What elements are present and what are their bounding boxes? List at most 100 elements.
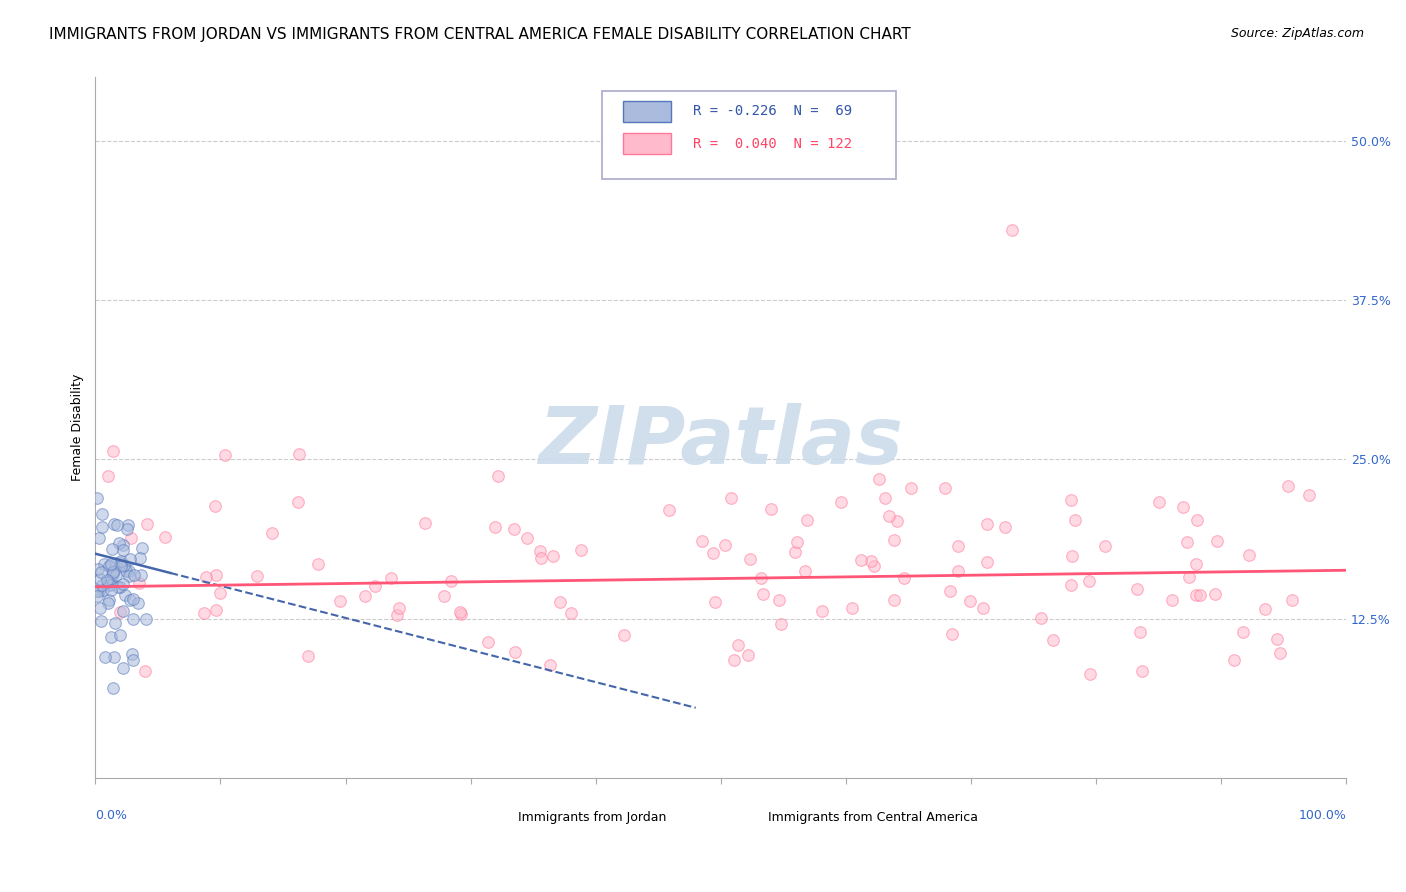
Point: [118, 569, 141, 583]
Point: [103, 565, 125, 579]
Point: [1130, 664, 1153, 678]
Point: [541, 549, 564, 563]
Point: [503, 645, 526, 659]
Point: [122, 568, 145, 582]
Point: [100, 583, 122, 598]
Point: [94, 649, 117, 664]
Point: [97, 574, 120, 589]
Point: [560, 606, 582, 620]
Point: [110, 628, 132, 642]
Point: [851, 553, 873, 567]
Point: [120, 592, 142, 607]
Point: [786, 535, 808, 549]
Point: [860, 554, 883, 568]
Point: [112, 577, 135, 591]
Point: [477, 635, 499, 649]
Point: [794, 564, 817, 578]
Point: [738, 552, 761, 566]
Point: [205, 603, 228, 617]
Point: [110, 605, 132, 619]
Point: [703, 595, 725, 609]
Text: Immigrants from Central America: Immigrants from Central America: [768, 811, 979, 824]
Point: [1042, 632, 1064, 647]
Text: 100.0%: 100.0%: [1298, 809, 1346, 822]
Text: R =  0.040  N = 122: R = 0.040 N = 122: [693, 137, 852, 151]
Point: [450, 607, 472, 621]
Point: [110, 554, 132, 568]
Point: [749, 571, 772, 585]
Point: [214, 448, 236, 462]
Point: [1064, 513, 1087, 527]
Point: [1298, 488, 1320, 502]
Point: [1204, 587, 1226, 601]
Point: [89, 601, 111, 615]
Point: [128, 550, 150, 565]
Text: Source: ZipAtlas.com: Source: ZipAtlas.com: [1230, 27, 1364, 40]
Point: [720, 491, 742, 505]
Point: [380, 571, 402, 585]
Point: [972, 601, 994, 615]
Point: [388, 600, 411, 615]
Point: [90, 520, 112, 534]
Point: [959, 594, 981, 608]
Point: [1188, 588, 1211, 602]
Point: [136, 516, 159, 531]
Point: [1178, 570, 1201, 584]
Point: [488, 468, 510, 483]
Point: [104, 556, 127, 570]
Point: [103, 650, 125, 665]
Point: [976, 516, 998, 531]
Point: [994, 520, 1017, 534]
Point: [194, 570, 217, 584]
Point: [122, 592, 145, 607]
Point: [111, 543, 134, 558]
Point: [86, 583, 108, 598]
Point: [1001, 223, 1024, 237]
Point: [900, 481, 922, 495]
Point: [121, 648, 143, 662]
Point: [1060, 492, 1083, 507]
Point: [103, 681, 125, 696]
Point: [1160, 593, 1182, 607]
Point: [134, 665, 156, 679]
Point: [204, 500, 226, 514]
Point: [129, 568, 152, 582]
Y-axis label: Female Disability: Female Disability: [72, 374, 84, 482]
Point: [759, 501, 782, 516]
Text: Immigrants from Jordan: Immigrants from Jordan: [519, 811, 666, 824]
Text: ZIPatlas: ZIPatlas: [538, 402, 903, 481]
Point: [112, 558, 135, 572]
Point: [153, 530, 176, 544]
Point: [1232, 625, 1254, 640]
Point: [115, 564, 138, 578]
Point: [1078, 666, 1101, 681]
Point: [946, 565, 969, 579]
Point: [86, 491, 108, 505]
Point: [796, 513, 818, 527]
Point: [205, 567, 228, 582]
Text: R = -0.226  N =  69: R = -0.226 N = 69: [693, 104, 852, 118]
Point: [297, 649, 319, 664]
Point: [108, 580, 131, 594]
Point: [135, 612, 157, 626]
FancyBboxPatch shape: [623, 101, 671, 121]
Point: [883, 533, 905, 547]
Point: [548, 595, 571, 609]
Point: [783, 544, 806, 558]
Point: [93, 557, 115, 571]
Point: [128, 575, 150, 590]
FancyBboxPatch shape: [623, 134, 671, 154]
Point: [714, 538, 737, 552]
Point: [886, 515, 908, 529]
Point: [1062, 549, 1084, 563]
Point: [87, 561, 110, 575]
Point: [737, 648, 759, 662]
Point: [862, 559, 884, 574]
FancyBboxPatch shape: [471, 810, 510, 825]
Point: [118, 564, 141, 578]
Point: [287, 447, 309, 461]
Point: [96, 573, 118, 587]
Point: [1175, 534, 1198, 549]
Point: [841, 600, 863, 615]
Point: [1281, 592, 1303, 607]
